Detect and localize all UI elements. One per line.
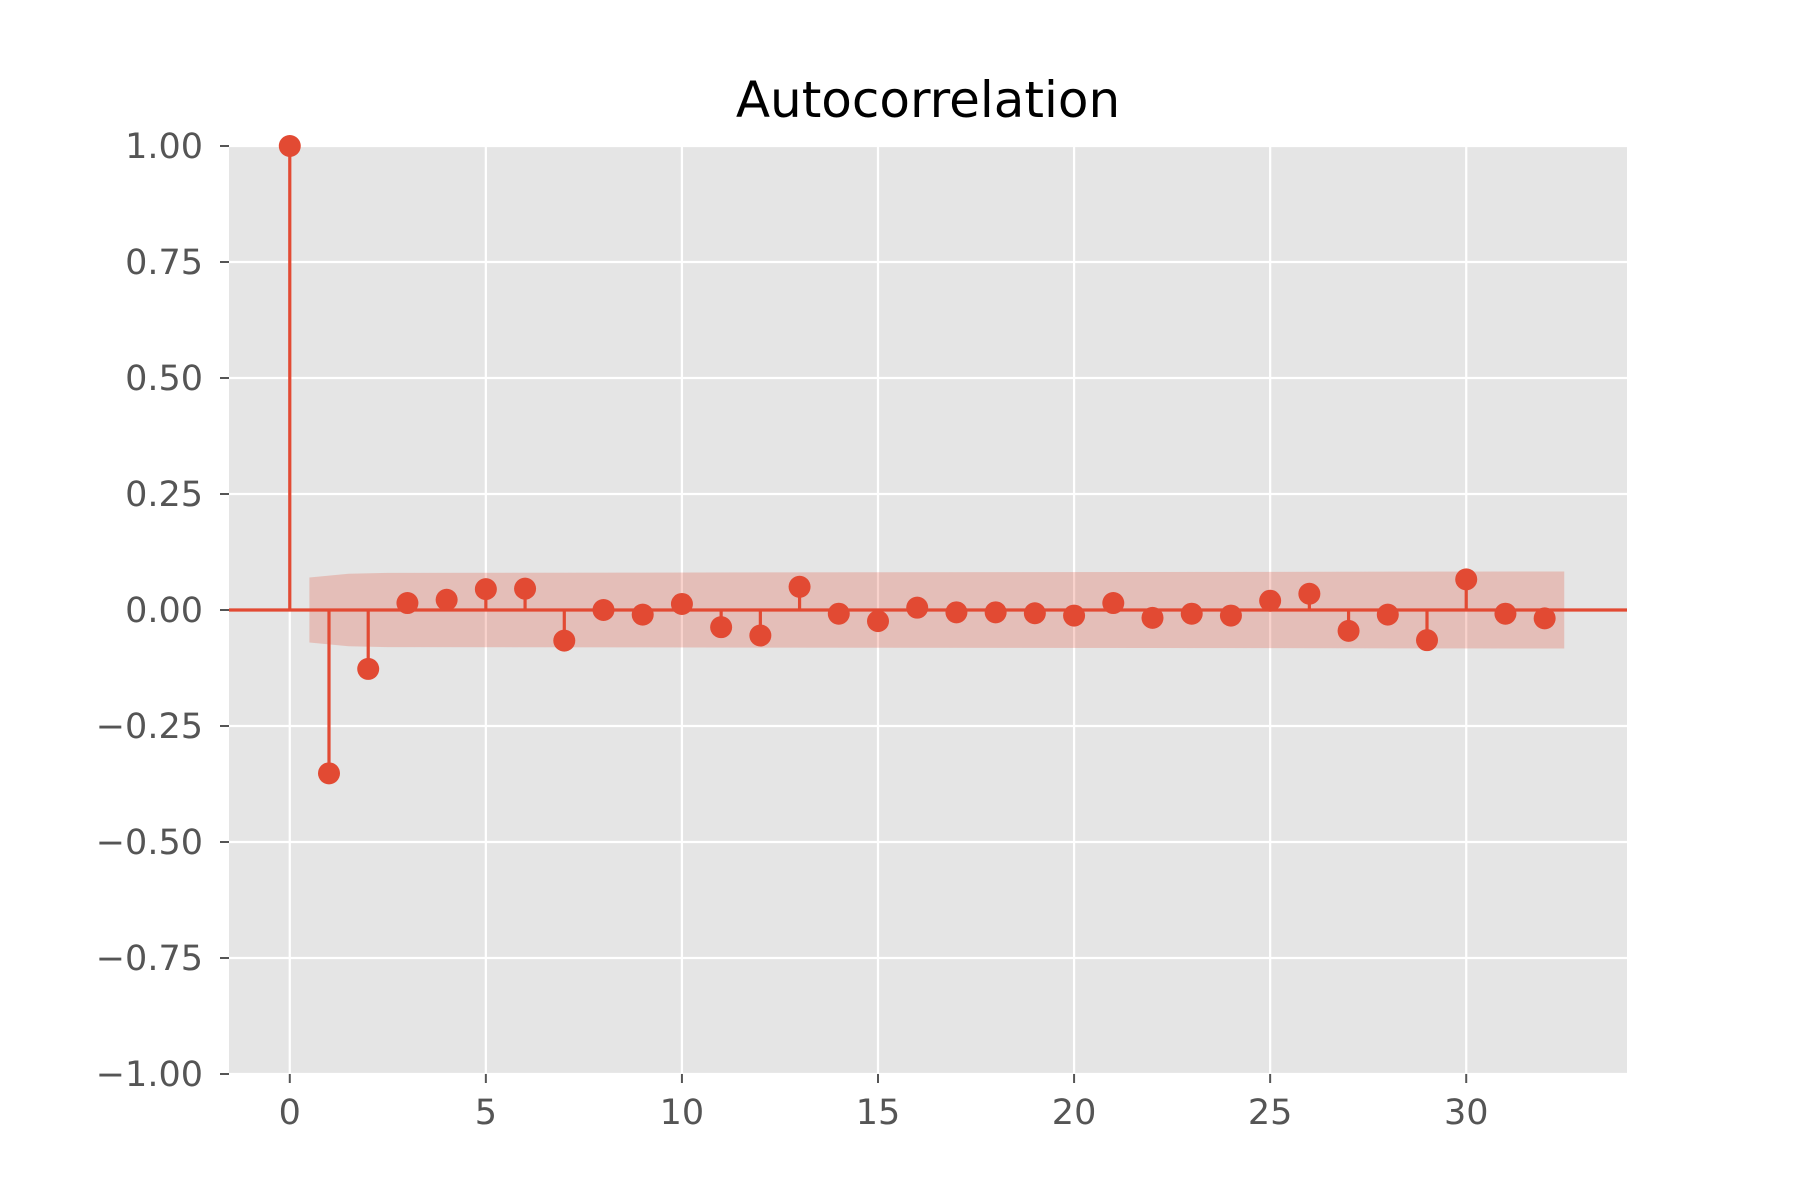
y-tick-label: 1.00 bbox=[125, 127, 203, 167]
x-tick-label: 30 bbox=[1444, 1093, 1489, 1133]
stem-marker bbox=[867, 610, 890, 633]
stem-marker bbox=[1219, 604, 1242, 627]
x-tick-label: 25 bbox=[1248, 1093, 1293, 1133]
stem-marker bbox=[788, 575, 811, 598]
stem-marker bbox=[553, 629, 576, 652]
y-tick-label: 0.25 bbox=[125, 475, 203, 515]
stem-marker bbox=[1416, 629, 1439, 652]
stem-marker bbox=[357, 657, 380, 680]
stem-marker bbox=[278, 135, 301, 157]
y-tick-label: −0.75 bbox=[96, 939, 203, 979]
stem-marker bbox=[945, 601, 968, 624]
y-tick-label: 0.50 bbox=[125, 359, 203, 399]
stem-marker bbox=[827, 602, 850, 625]
stem-marker bbox=[1180, 602, 1203, 625]
x-tick-label: 5 bbox=[475, 1093, 497, 1133]
stem-marker bbox=[317, 762, 340, 785]
y-tick-label: 0.75 bbox=[125, 243, 203, 283]
x-tick-label: 20 bbox=[1052, 1093, 1097, 1133]
stem-marker bbox=[1455, 568, 1478, 591]
stem-marker bbox=[1141, 606, 1164, 629]
y-tick-label: −1.00 bbox=[96, 1055, 203, 1095]
stem-marker bbox=[435, 588, 458, 611]
stem-marker bbox=[1259, 589, 1282, 612]
stem-marker bbox=[1337, 619, 1360, 642]
stem-marker bbox=[984, 601, 1007, 624]
stem-marker bbox=[474, 578, 497, 601]
stem-marker bbox=[749, 624, 772, 647]
stem-marker bbox=[1102, 592, 1125, 615]
stem-marker bbox=[592, 599, 615, 621]
chart-title: Autocorrelation bbox=[736, 71, 1120, 129]
x-tick-label: 10 bbox=[660, 1093, 705, 1133]
stem-marker bbox=[396, 592, 419, 615]
stem-layer bbox=[229, 135, 1627, 785]
stem-marker bbox=[1298, 582, 1321, 605]
x-tick-label: 15 bbox=[856, 1093, 901, 1133]
stem-marker bbox=[514, 577, 537, 600]
y-tick-label: −0.50 bbox=[96, 823, 203, 863]
axis-layer: 0 5 10 15 20 25 30 1.00 0.75 0.50 0.25 0.00 −0.25 −0.… bbox=[96, 127, 1489, 1133]
y-tick-label: 0.00 bbox=[125, 591, 203, 631]
y-tick-label: −0.25 bbox=[96, 707, 203, 747]
stem-marker bbox=[1023, 602, 1046, 625]
stem-marker bbox=[670, 592, 693, 615]
stem-marker bbox=[1494, 602, 1517, 625]
stem-marker bbox=[710, 616, 733, 639]
stem-marker bbox=[1063, 604, 1086, 627]
x-tick-label: 0 bbox=[279, 1093, 301, 1133]
stem-marker bbox=[1376, 603, 1399, 626]
stem-marker bbox=[1533, 607, 1556, 630]
stem-marker bbox=[631, 603, 654, 626]
stem-marker bbox=[906, 596, 929, 619]
